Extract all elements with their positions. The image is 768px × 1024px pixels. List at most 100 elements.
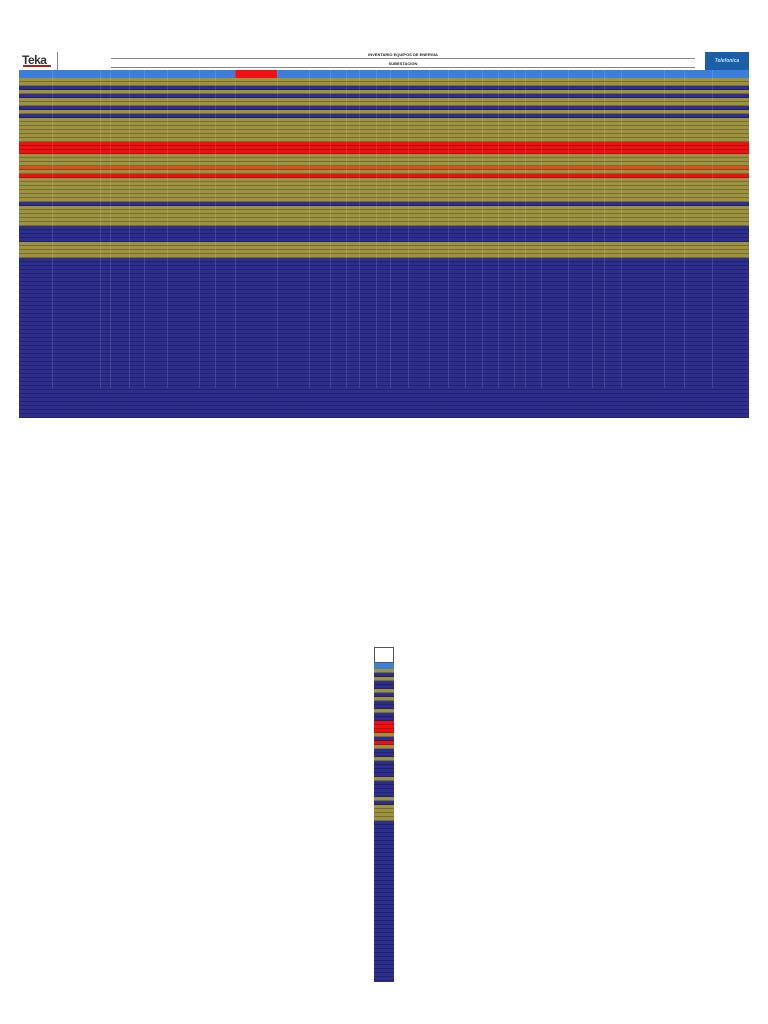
column-divider xyxy=(390,70,391,388)
table-row xyxy=(374,697,394,701)
table-row xyxy=(19,218,749,222)
empty-row xyxy=(374,845,394,849)
empty-row xyxy=(19,314,749,318)
empty-row xyxy=(19,310,749,314)
column-divider xyxy=(592,70,593,388)
column-divider xyxy=(277,70,278,388)
column-divider xyxy=(482,70,483,388)
sheet-subtitle: SUBESTACION xyxy=(111,61,695,68)
table-row xyxy=(374,737,394,741)
table-row xyxy=(19,122,749,126)
table-row xyxy=(374,693,394,697)
column-divider xyxy=(621,70,622,388)
empty-row xyxy=(374,833,394,837)
empty-row xyxy=(374,893,394,897)
empty-row xyxy=(19,278,749,282)
empty-row xyxy=(19,286,749,290)
table-row xyxy=(19,254,749,258)
empty-row xyxy=(374,929,394,933)
mini-column-header xyxy=(374,663,394,669)
table-row xyxy=(374,761,394,765)
teka-logo-text: Teka xyxy=(22,53,47,67)
empty-row xyxy=(19,346,749,350)
empty-row xyxy=(374,977,394,981)
table-row xyxy=(19,98,749,102)
empty-row xyxy=(374,853,394,857)
table-row xyxy=(374,725,394,729)
table-row xyxy=(19,198,749,202)
empty-row xyxy=(19,290,749,294)
empty-row xyxy=(19,342,749,346)
table-row xyxy=(374,773,394,777)
column-divider xyxy=(215,70,216,388)
table-row xyxy=(374,685,394,689)
mini-sheet xyxy=(374,647,394,982)
column-divider xyxy=(199,70,200,388)
empty-row xyxy=(19,294,749,298)
table-row xyxy=(374,741,394,745)
column-divider xyxy=(498,70,499,388)
table-row xyxy=(19,238,749,242)
empty-row xyxy=(374,889,394,893)
table-row xyxy=(374,797,394,801)
column-divider xyxy=(359,70,360,388)
empty-row xyxy=(374,881,394,885)
table-row xyxy=(19,166,749,170)
table-row xyxy=(374,709,394,713)
column-divider xyxy=(568,70,569,388)
empty-row xyxy=(19,334,749,338)
table-row xyxy=(19,146,749,150)
table-row xyxy=(19,242,749,246)
table-row xyxy=(374,749,394,753)
table-row xyxy=(19,82,749,86)
telefonica-logo-text: Telefonica xyxy=(714,58,740,64)
table-row xyxy=(374,809,394,813)
empty-row xyxy=(374,937,394,941)
table-row xyxy=(374,745,394,749)
empty-row xyxy=(374,973,394,977)
empty-row xyxy=(19,366,749,370)
empty-row xyxy=(19,338,749,342)
empty-row xyxy=(19,354,749,358)
table-row xyxy=(374,713,394,717)
table-row xyxy=(19,154,749,158)
column-header-highlight xyxy=(235,70,277,78)
empty-row xyxy=(374,965,394,969)
table-row xyxy=(374,729,394,733)
table-row xyxy=(19,182,749,186)
empty-row xyxy=(19,322,749,326)
column-divider xyxy=(144,70,145,388)
table-row xyxy=(19,222,749,226)
empty-row xyxy=(19,270,749,274)
empty-row xyxy=(374,921,394,925)
empty-row xyxy=(374,869,394,873)
table-row xyxy=(374,805,394,809)
table-body xyxy=(19,78,749,418)
column-divider xyxy=(514,70,515,388)
empty-row xyxy=(374,825,394,829)
column-divider xyxy=(448,70,449,388)
table-row xyxy=(19,202,749,206)
empty-row xyxy=(19,330,749,334)
table-row xyxy=(19,150,749,154)
empty-row xyxy=(19,266,749,270)
empty-row xyxy=(374,933,394,937)
column-divider xyxy=(100,70,101,388)
empty-row xyxy=(19,370,749,374)
column-divider xyxy=(235,70,236,388)
empty-row xyxy=(374,865,394,869)
empty-row xyxy=(19,306,749,310)
telefonica-logo: Telefonica xyxy=(705,52,749,70)
empty-row xyxy=(19,394,749,398)
empty-row xyxy=(374,909,394,913)
table-row xyxy=(374,801,394,805)
empty-row xyxy=(19,402,749,406)
table-row xyxy=(374,769,394,773)
table-row xyxy=(374,781,394,785)
empty-row xyxy=(19,378,749,382)
column-divider xyxy=(330,70,331,388)
empty-row xyxy=(19,382,749,386)
table-row xyxy=(374,777,394,781)
empty-row xyxy=(19,318,749,322)
table-row xyxy=(374,785,394,789)
